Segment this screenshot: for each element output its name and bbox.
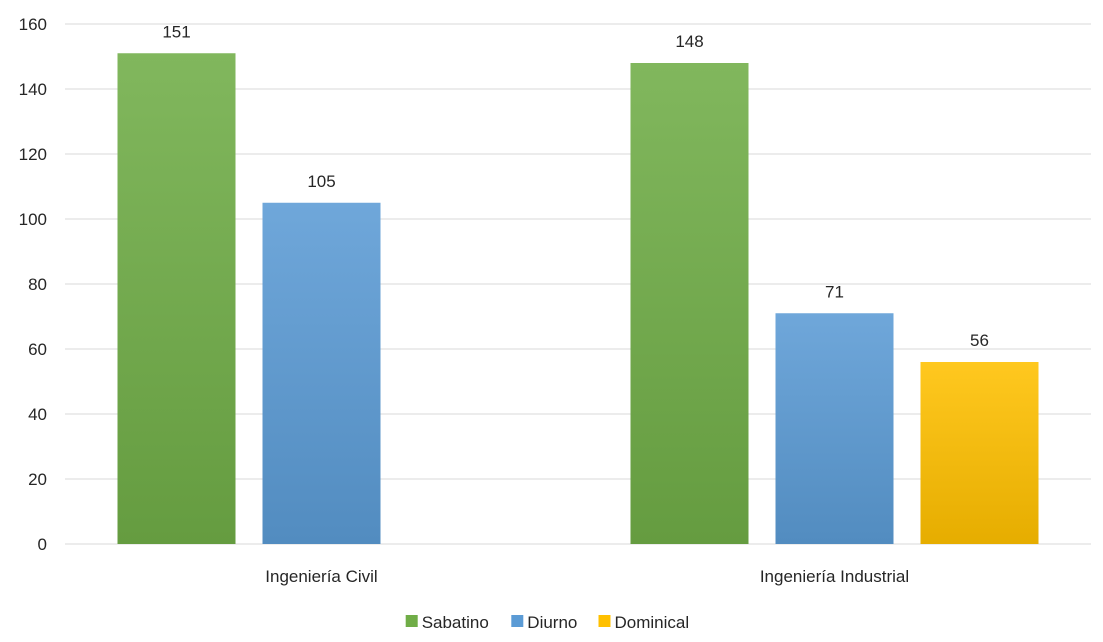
legend-item-diurno: Diurno [511, 613, 577, 632]
y-tick-label: 80 [28, 275, 47, 294]
x-axis-category-labels: Ingeniería Civil Ingeniería Industrial [265, 567, 909, 586]
data-label: 148 [675, 32, 703, 51]
data-label: 105 [307, 172, 335, 191]
bar-sabatino-2 [630, 63, 749, 544]
data-labels: 151 105 148 71 56 [162, 22, 989, 350]
data-label: 151 [162, 22, 190, 41]
legend-item-sabatino: Sabatino [405, 613, 489, 632]
bar-diurno-1 [262, 202, 381, 544]
legend-label: Dominical [615, 613, 690, 632]
y-tick-label: 160 [19, 15, 47, 34]
legend-label: Diurno [527, 613, 577, 632]
y-tick-label: 60 [28, 340, 47, 359]
legend-item-dominical: Dominical [598, 613, 690, 632]
bar-sabatino-1 [117, 53, 236, 544]
data-label: 71 [825, 282, 844, 301]
y-tick-label: 140 [19, 80, 47, 99]
bar-diurno-2 [775, 313, 894, 544]
bar-dominical-2 [920, 362, 1039, 544]
bars [117, 53, 1039, 544]
legend-swatch [511, 615, 524, 627]
legend-swatch [598, 615, 611, 627]
y-tick-label: 0 [38, 535, 47, 554]
y-tick-label: 20 [28, 470, 47, 489]
legend: Sabatino Diurno Dominical [405, 613, 690, 632]
data-label: 56 [970, 331, 989, 350]
x-category-label: Ingeniería Civil [265, 567, 377, 586]
legend-label: Sabatino [422, 613, 489, 632]
y-tick-label: 40 [28, 405, 47, 424]
y-tick-label: 100 [19, 210, 47, 229]
x-category-label: Ingeniería Industrial [760, 567, 909, 586]
legend-swatch [405, 615, 418, 627]
y-axis-tick-labels: 0 20 40 60 80 100 120 140 160 [19, 15, 47, 554]
y-tick-label: 120 [19, 145, 47, 164]
gridlines [65, 23, 1091, 545]
